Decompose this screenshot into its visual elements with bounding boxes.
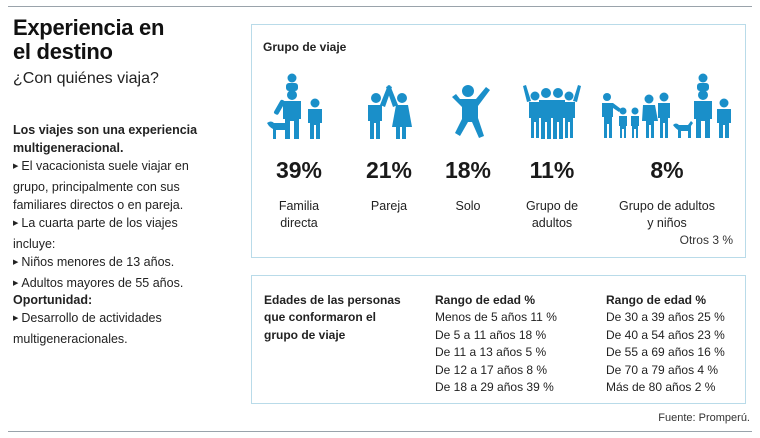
age-panel-heading: Edades de las personas que conformaron e… [264,293,401,342]
source-note: Fuente: Promperú. [658,412,750,424]
age-row: De 11 a 13 años 5 % [435,345,547,360]
age-row: De 18 a 29 años 39 % [435,380,554,395]
age-row: Más de 80 años 2 % [606,380,716,395]
age-row: De 70 a 79 años 4 % [606,362,719,377]
group-label: Solo [455,199,481,213]
summary-text: Los viajes son una experiencia multigene… [13,121,218,295]
age-range-panel: Edades de las personas que conformaron e… [251,275,746,404]
family-icon [260,71,338,139]
age-row: De 55 a 69 años 16 % [606,345,725,360]
travel-group-panel: Grupo de viaje 39% Familia directa [251,24,746,258]
others-note: Otros 3 % [679,233,733,247]
age-row: De 5 a 11 años 18 % [435,327,547,342]
group-label: Grupo de adultos [525,199,579,230]
opportunity-text: Oportunidad: Desarrollo de actividades m… [13,291,218,348]
couple-icon [352,71,426,139]
age-row: Menos de 5 años 11 % [435,310,557,325]
group-percent: 21% [365,157,413,183]
group-adults: 11% Grupo de adultos [514,71,590,232]
group-label: Pareja [370,199,408,213]
age-range-column-2: Rango de edad % De 30 a 39 años 25 % De … [606,292,725,396]
panel-title: Grupo de viaje [263,40,347,54]
group-label: Grupo de adultos y niños [619,199,715,230]
solo-icon [432,71,504,139]
adult-group-icon [514,71,590,139]
group-label: Familia directa [278,199,320,230]
group-percent: 39% [275,157,323,183]
group-adults-children: 8% Grupo de adultos y niños [597,71,737,232]
group-percent: 18% [444,157,492,183]
page-subtitle: ¿Con quiénes viaja? [13,70,159,87]
adults-children-icon [597,71,737,139]
group-percent: 8% [650,157,684,183]
page-title: Experiencia en el destino [13,15,165,64]
bottom-rule [8,431,752,432]
age-row: De 12 a 17 años 8 % [435,362,548,377]
group-solo: 18% Solo [432,71,504,215]
top-rule [8,6,752,7]
age-row: De 30 a 39 años 25 % [606,310,725,325]
age-range-column-1: Rango de edad % Menos de 5 años 11 % De … [435,292,557,396]
age-row: De 40 a 54 años 23 % [606,327,725,342]
group-couple: 21% Pareja [352,71,426,215]
group-family: 39% Familia directa [260,71,338,232]
group-percent: 11% [529,157,575,183]
